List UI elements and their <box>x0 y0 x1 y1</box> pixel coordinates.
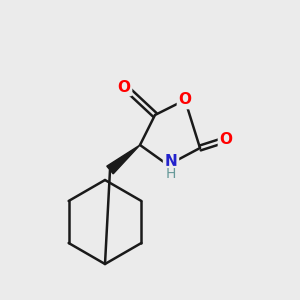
Text: O: O <box>178 92 191 107</box>
Text: H: H <box>166 167 176 181</box>
Text: N: N <box>165 154 177 169</box>
Text: O: O <box>118 80 130 94</box>
Polygon shape <box>107 145 140 174</box>
Text: O: O <box>220 133 232 148</box>
